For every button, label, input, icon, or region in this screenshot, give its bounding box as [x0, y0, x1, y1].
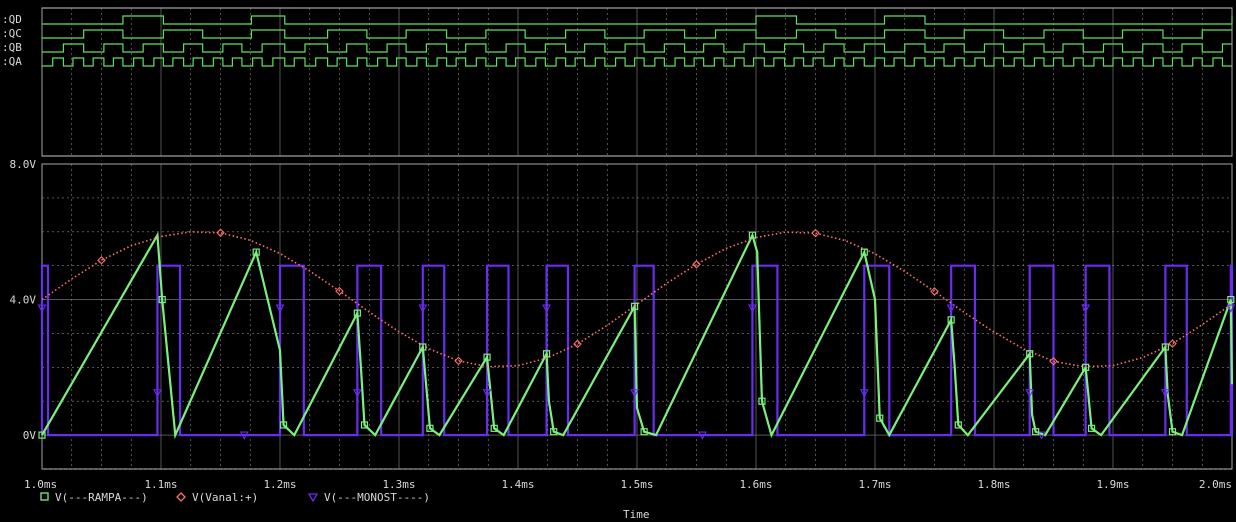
point-rampa [490, 424, 498, 432]
point-rampa [360, 421, 369, 429]
point-monost [946, 304, 956, 313]
legend-label-rampa: V(---RAMPA---) [55, 491, 148, 504]
digital-trace-qa [42, 57, 1232, 67]
x-tick-label: 1.8ms [977, 478, 1010, 491]
point-rampa [748, 231, 757, 239]
point-monost [542, 304, 551, 313]
point-rampa [758, 397, 766, 405]
point-monost [1226, 304, 1236, 313]
point-monost [748, 304, 757, 313]
point-monost [418, 304, 428, 313]
analog-markers [37, 228, 1236, 440]
point-vanal [811, 228, 820, 238]
series-rampa-line [41, 231, 1234, 440]
point-monost [482, 389, 492, 398]
point-rampa [1026, 350, 1034, 358]
analog-panel: 8.0V 4.0V 0V [10, 158, 1236, 470]
legend-label-vanal: V(Vanal:+) [192, 491, 258, 504]
point-vanal [692, 260, 701, 269]
diamond-icon [176, 492, 186, 502]
point-rampa [947, 316, 955, 324]
y-tick-label: 0V [23, 429, 37, 442]
signal-label-qc: :QC [2, 27, 22, 40]
x-axis-label: Time [623, 508, 650, 521]
digital-trace-qc [42, 29, 1232, 39]
point-rampa [860, 248, 868, 256]
triangle-icon [307, 493, 319, 503]
point-monost [1025, 389, 1035, 398]
point-rampa [252, 248, 260, 256]
point-monost [698, 431, 707, 440]
point-vanal [1049, 356, 1058, 366]
point-rampa [1087, 424, 1096, 432]
x-tick-label: 1.1ms [144, 478, 177, 491]
point-rampa [1161, 343, 1169, 351]
point-vanal [930, 287, 939, 296]
signal-label-qd: :QD [2, 13, 22, 26]
series-monost-line [40, 264, 1234, 437]
legend-label-monost: V(---MONOST----) [324, 491, 430, 504]
point-monost [275, 304, 285, 313]
point-rampa [38, 431, 46, 439]
point-rampa [876, 414, 884, 422]
x-tick-label: 1.9ms [1096, 478, 1129, 491]
point-monost [1081, 304, 1091, 313]
digital-trace-qb [42, 43, 1232, 53]
x-tick-labels: 1.0ms 1.1ms 1.2ms 1.3ms 1.4ms 1.5ms 1.6ms 1.7ms… [24, 478, 1232, 491]
point-vanal [216, 228, 225, 238]
x-tick-label: 1.7ms [858, 478, 891, 491]
point-rampa [279, 421, 288, 429]
point-rampa [158, 295, 166, 304]
x-tick-label: 1.2ms [263, 478, 296, 491]
y-tick-label: 8.0V [10, 158, 37, 171]
x-tick-label: 1.3ms [382, 478, 415, 491]
point-rampa [1032, 428, 1040, 436]
legend: V(---RAMPA---) V(Vanal:+) V(---MONOST---… [40, 491, 430, 504]
x-tick-label: 1.0ms [24, 478, 57, 491]
point-rampa [542, 350, 551, 358]
point-rampa [550, 428, 558, 436]
digital-trace-qd [42, 15, 1233, 25]
point-rampa [1227, 295, 1235, 304]
digital-traces [42, 15, 1233, 67]
signal-label-qa: :QA [2, 55, 22, 68]
x-tick-label: 1.4ms [501, 478, 534, 491]
y-tick-labels: 8.0V 4.0V 0V [10, 158, 37, 442]
point-rampa [426, 424, 434, 432]
point-rampa [1082, 363, 1090, 371]
point-vanal [454, 356, 463, 366]
point-rampa [1168, 428, 1177, 436]
point-monost [859, 389, 869, 398]
x-tick-label: 2.0ms [1199, 478, 1232, 491]
point-rampa [353, 309, 361, 317]
x-tick-label: 1.5ms [620, 478, 653, 491]
digital-grid [41, 8, 1233, 156]
point-vanal [97, 255, 106, 265]
square-icon [40, 492, 49, 501]
analog-traces [40, 230, 1234, 440]
signal-label-qb: :QB [2, 41, 22, 54]
point-rampa [640, 428, 648, 436]
x-tick-label: 1.6ms [739, 478, 772, 491]
point-rampa [631, 302, 639, 310]
point-rampa [483, 353, 491, 361]
point-monost [37, 304, 47, 313]
point-monost [239, 431, 249, 440]
point-monost [1160, 389, 1170, 398]
point-monost [153, 389, 162, 398]
digital-panel: :QD :QC :QB :QA [2, 7, 1233, 157]
point-rampa [954, 421, 962, 429]
point-monost [352, 389, 362, 398]
point-vanal [1168, 339, 1177, 348]
point-monost [1037, 431, 1047, 440]
y-tick-label: 4.0V [10, 294, 37, 307]
point-monost [630, 389, 640, 398]
point-vanal [335, 286, 344, 296]
point-vanal [573, 339, 582, 349]
point-rampa [419, 343, 427, 351]
